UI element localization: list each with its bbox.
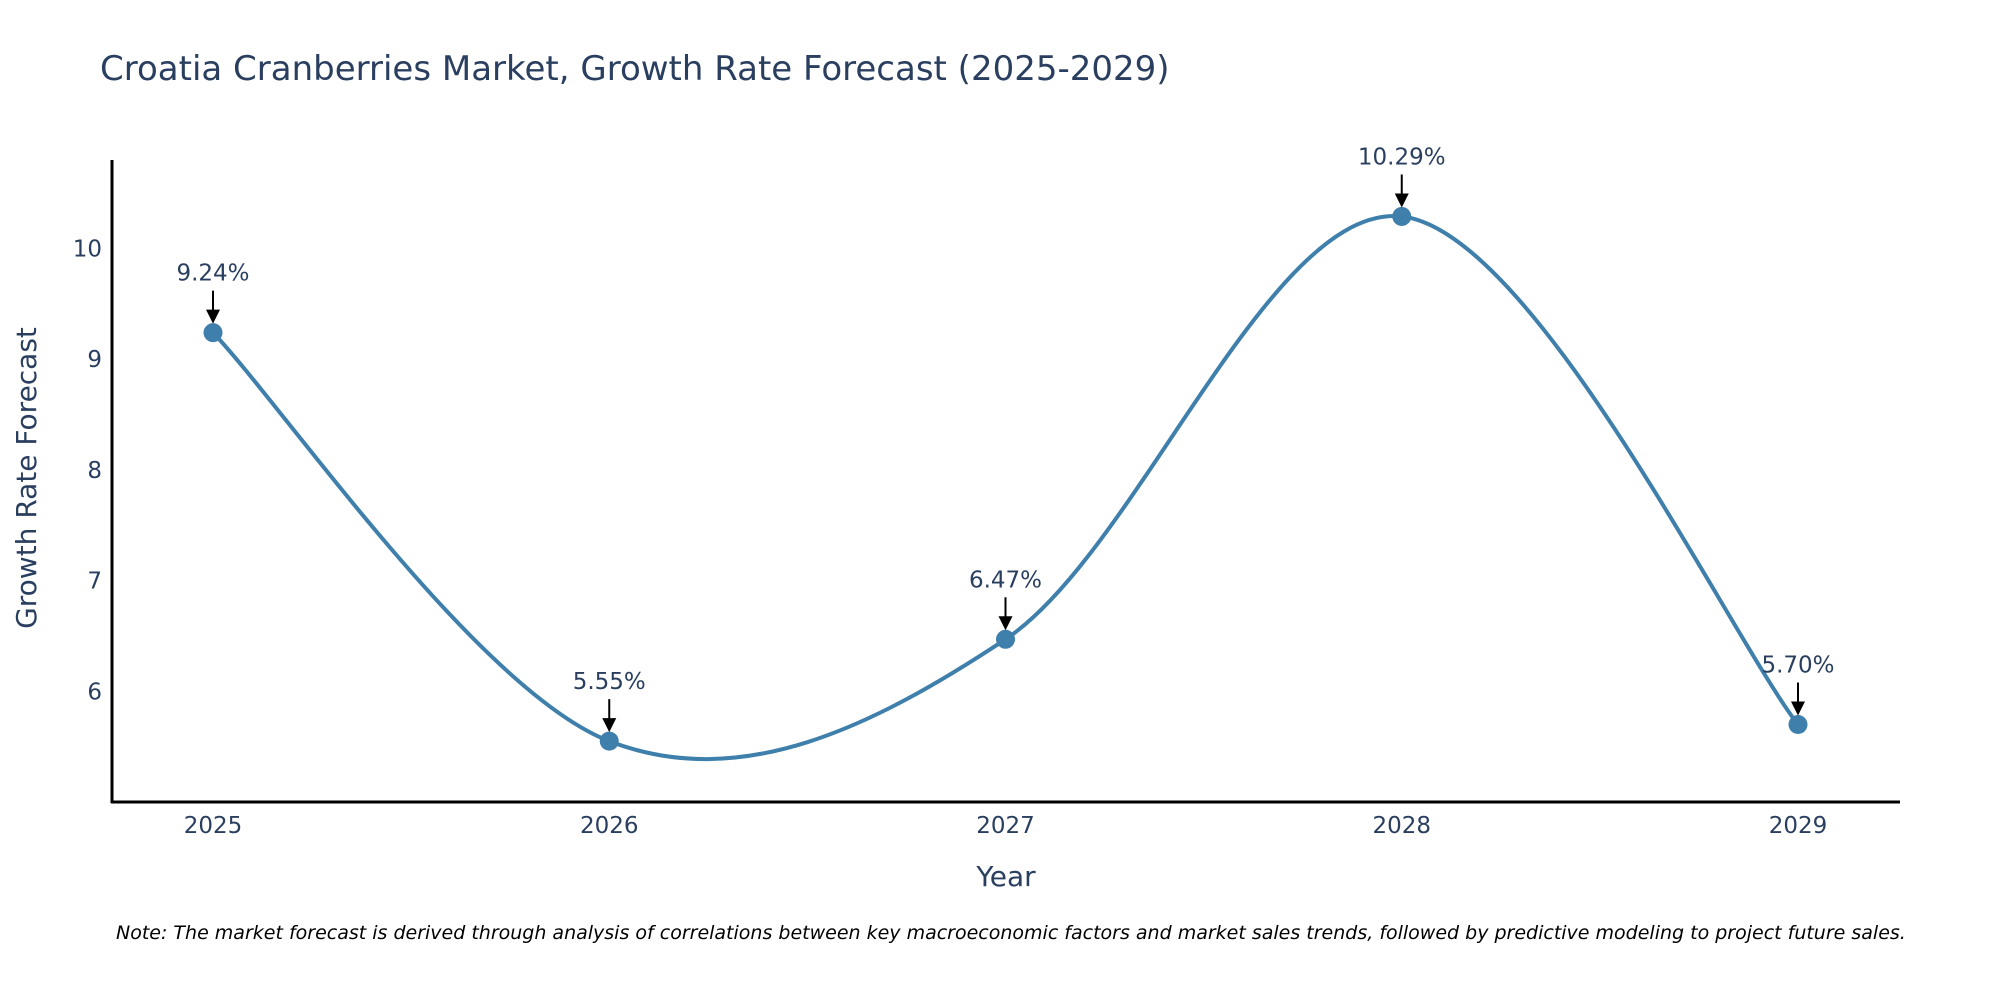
annotation-arrow-head (1394, 193, 1409, 208)
annotation: 10.29% (1358, 144, 1446, 208)
y-tick-labels: 6 7 8 9 10 (73, 237, 102, 706)
x-tick-label: 2025 (184, 813, 243, 839)
x-tick-label: 2029 (1769, 813, 1828, 839)
annotation: 5.70% (1761, 653, 1835, 716)
data-label: 10.29% (1358, 144, 1446, 170)
data-point (1392, 206, 1412, 226)
x-tick-labels: 2025 2026 2027 2028 2029 (184, 813, 1828, 839)
annotation-arrow-head (998, 616, 1013, 631)
data-annotations: 9.24% 5.55% 6.47% 10.29% 5.70% (176, 144, 1835, 733)
y-axis-title: Growth Rate Forecast (10, 327, 43, 629)
y-tick-label: 10 (73, 237, 102, 263)
footnote: Note: The market forecast is derived thr… (116, 922, 1906, 944)
data-point (203, 323, 223, 343)
y-tick-label: 9 (87, 347, 102, 373)
annotation-arrow-head (206, 309, 220, 324)
annotation: 6.47% (969, 567, 1042, 631)
y-tick-label: 7 (87, 569, 102, 595)
axes (110, 160, 1900, 804)
x-tick-label: 2027 (976, 813, 1035, 839)
data-label: 6.47% (969, 567, 1042, 593)
x-tick-label: 2028 (1372, 813, 1431, 839)
x-axis-title: Year (975, 860, 1036, 893)
data-point (1788, 715, 1808, 735)
annotation: 5.55% (573, 669, 646, 733)
data-label: 9.24% (176, 261, 249, 287)
data-point (599, 731, 619, 751)
data-label: 5.70% (1761, 653, 1834, 679)
data-point (996, 629, 1015, 649)
data-markers (203, 206, 1808, 751)
chart-title: Croatia Cranberries Market, Growth Rate … (100, 49, 1170, 89)
data-label: 5.55% (573, 669, 646, 695)
x-tick-label: 2026 (580, 813, 639, 839)
series-line (211, 214, 1800, 762)
annotation-arrow-head (1791, 701, 1805, 716)
y-tick-label: 6 (87, 679, 102, 705)
y-tick-label: 8 (87, 458, 102, 484)
annotation-arrow-head (602, 718, 617, 733)
annotation: 9.24% (176, 261, 250, 324)
